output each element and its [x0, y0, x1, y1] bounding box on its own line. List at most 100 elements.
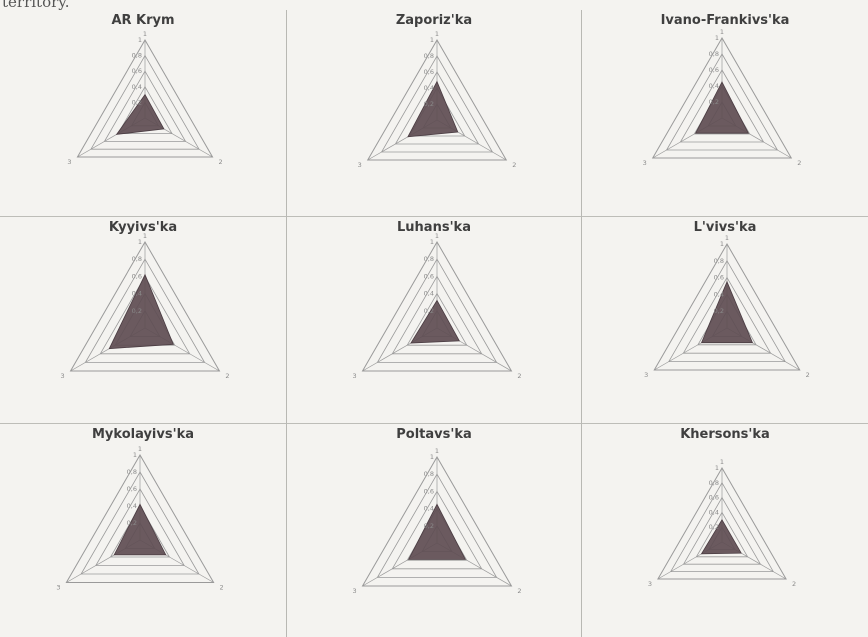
- tick-label: 0,4: [424, 84, 434, 92]
- tick-label: 0,6: [127, 485, 137, 493]
- gridline-0,8: [376, 473, 498, 578]
- axis-label-3: 3: [352, 587, 356, 595]
- tick-label: 0,8: [424, 52, 434, 60]
- chart-title: Khersons'ka: [680, 427, 770, 442]
- radar-panel-l-vivs-ka: L'vivs'ka 0,2 0,4 0,6 0,8 1 1 2 3: [582, 217, 868, 424]
- tick-label: 1: [138, 36, 142, 44]
- radar-panel-mykolayivs-ka: Mykolayivs'ka 0,2 0,4 0,6 0,8 1 1 2 3: [0, 424, 287, 637]
- radar-chart: 0,2 0,4 0,6 0,8 11 2 3: [648, 458, 796, 588]
- axis-label-2: 2: [220, 584, 224, 592]
- tick-label: 0,6: [709, 66, 719, 74]
- tick-label: 0,8: [127, 468, 137, 476]
- chart-title: AR Krym: [111, 13, 175, 28]
- data-area: [410, 299, 461, 344]
- chart-title: Kyyivs'ka: [108, 220, 178, 235]
- tick-label: 0,2: [424, 100, 434, 108]
- axis-label-1: 1: [435, 447, 439, 455]
- tick-label: 1: [430, 238, 434, 246]
- tick-label: 0,4: [127, 502, 137, 510]
- gridline-0,8: [665, 53, 779, 151]
- radar-chart: 0,2 0,4 0,6 0,8 11 2 3: [67, 30, 222, 166]
- gridline-1: [361, 240, 513, 372]
- tick-label: 1: [715, 34, 719, 42]
- tick-label: 0,4: [709, 82, 719, 90]
- axis-label-1: 1: [720, 458, 724, 466]
- axis-label-3: 3: [644, 371, 648, 379]
- gridline-0,6: [682, 496, 762, 565]
- radar-chart: 0,2 0,4 0,6 0,8 11 2 3: [352, 447, 521, 595]
- data-area: [408, 503, 466, 560]
- tick-label: 0,8: [424, 470, 434, 478]
- radar-panel-poltavs-ka: Poltavs'ka 0,2 0,4 0,6 0,8 1 1 2 3: [287, 424, 582, 637]
- tick-label: 0,6: [709, 494, 719, 502]
- tick-label: 0,4: [132, 83, 142, 91]
- gridline-0,8: [670, 481, 774, 573]
- gridline-0,6: [394, 71, 480, 145]
- axis-label-3: 3: [67, 158, 71, 166]
- axis-label-2: 2: [218, 158, 222, 166]
- tick-label: 0,6: [132, 67, 142, 75]
- tick-label: 0,2: [127, 519, 137, 527]
- tick-label: 0,2: [714, 307, 724, 315]
- data-area: [108, 273, 174, 350]
- tick-label: 0,6: [132, 272, 142, 280]
- tick-label: 0,2: [709, 98, 719, 106]
- axis-label-1: 1: [435, 30, 439, 38]
- axis-label-2: 2: [806, 371, 810, 379]
- gridline-0,8: [84, 258, 206, 363]
- tick-label: 0,4: [714, 290, 724, 298]
- axis-label-1: 1: [720, 28, 724, 36]
- data-area: [700, 280, 754, 344]
- tick-label: 0,8: [132, 255, 142, 263]
- gridline-0,6: [103, 70, 187, 142]
- radar-panel-kyyivs-ka: Kyyivs'ka 0,2 0,4 0,6 0,8 1 1 2 3: [0, 217, 287, 424]
- axis-label-1: 1: [143, 30, 147, 38]
- tick-label: 0,6: [424, 68, 434, 76]
- radar-chart: 0,2 0,4 0,6 0,8 11 2 3: [60, 232, 229, 380]
- axis-label-2: 2: [792, 580, 796, 588]
- radar-chart: 0,2 0,4 0,6 0,8 11 2 3: [643, 28, 802, 167]
- tick-label: 1: [720, 240, 724, 248]
- radar-panel-ar-krym: AR Krym 0,2 0,4 0,6 0,8 1 1 2 3: [0, 10, 287, 217]
- axis-label-3: 3: [358, 161, 362, 169]
- tick-label: 0,2: [709, 523, 719, 531]
- radar-chart: 0,2 0,4 0,6 0,8 11 2 3: [644, 234, 810, 379]
- gridline-0,8: [90, 54, 200, 150]
- radar-panel-khersons-ka: Khersons'ka 0,2 0,4 0,6 0,8 1 1 2 3: [582, 424, 868, 637]
- chart-title: L'vivs'ka: [693, 220, 757, 235]
- page-header-text: territory.: [2, 0, 70, 11]
- gridline-0,4: [695, 511, 749, 558]
- axis-label-1: 1: [435, 232, 439, 240]
- radar-chart-grid: AR Krym 0,2 0,4 0,6 0,8 1 1 2 3 Zaporiz'ka 0,2 0,4 0…: [0, 10, 868, 637]
- tick-label: 0,4: [424, 505, 434, 513]
- chart-title: Luhans'ka: [397, 220, 471, 235]
- gridline-1: [653, 243, 801, 371]
- gridline-0,6: [95, 488, 185, 566]
- gridline-0,4: [109, 505, 171, 558]
- axis-label-3: 3: [56, 584, 60, 592]
- axis-label-2: 2: [517, 372, 521, 380]
- tick-label: 0,2: [132, 98, 142, 106]
- axis-label-1: 1: [143, 232, 147, 240]
- gridline-1: [76, 39, 214, 158]
- chart-title: Zaporiz'ka: [395, 13, 473, 28]
- gridline-0,8: [668, 259, 786, 363]
- axis-label-2: 2: [517, 587, 521, 595]
- tick-label: 0,8: [714, 257, 724, 265]
- axis-label-1: 1: [725, 234, 729, 242]
- gridline-0,6: [99, 275, 191, 355]
- tick-label: 1: [133, 451, 137, 459]
- tick-label: 0,6: [714, 274, 724, 282]
- axis-label-2: 2: [225, 372, 229, 380]
- axis-label-3: 3: [352, 372, 356, 380]
- gridline-1: [65, 453, 215, 583]
- tick-label: 0,4: [709, 508, 719, 516]
- tick-label: 0,6: [424, 487, 434, 495]
- axis-label-2: 2: [797, 159, 801, 167]
- gridline-1: [651, 36, 793, 159]
- gridline-0,8: [376, 258, 498, 363]
- gridline-0,8: [80, 471, 200, 575]
- axis-label-1: 1: [138, 445, 142, 453]
- data-area: [407, 80, 459, 138]
- gridline-1: [366, 38, 508, 161]
